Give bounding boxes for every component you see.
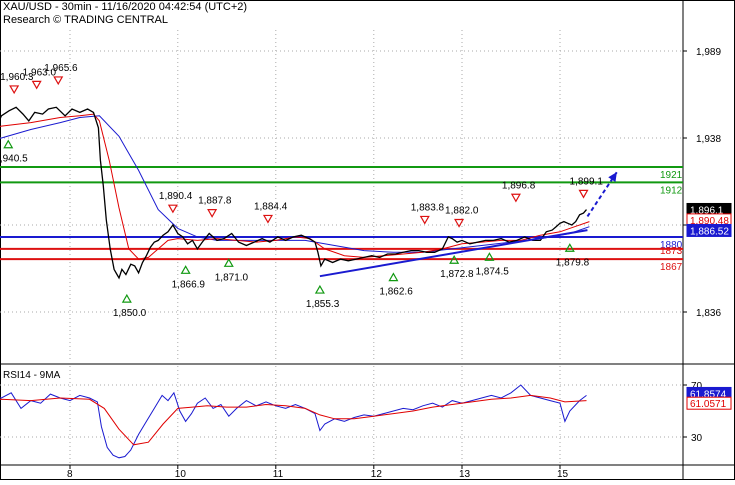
- high-marker: [419, 215, 430, 225]
- extreme-label-1,963.0: 1,963.0: [23, 67, 57, 78]
- low-marker: [314, 284, 325, 294]
- high-marker: [207, 209, 218, 218]
- price-tag-box: [686, 223, 732, 237]
- extreme-label-1,899.1: 1,899.1: [570, 176, 604, 187]
- forecast-arrow-head: [608, 172, 617, 183]
- rsi-tick-label: 70: [691, 381, 703, 392]
- x-tick-label: 8: [67, 469, 73, 480]
- x-tick-label: 10: [175, 469, 187, 480]
- x-tick-label: 15: [557, 469, 569, 480]
- low-marker: [388, 272, 399, 282]
- level-label-1921: 1921: [660, 170, 683, 181]
- extreme-label-1,872.8: 1,872.8: [440, 269, 474, 280]
- extreme-label-1,887.8: 1,887.8: [198, 196, 232, 207]
- level-label-1873: 1873: [660, 246, 683, 257]
- high-marker: [167, 204, 178, 214]
- low-marker: [180, 265, 191, 274]
- trendline: [319, 229, 588, 278]
- extreme-label-1,940.5: 1,940.5: [0, 154, 28, 165]
- low-marker: [564, 243, 575, 252]
- low-marker: [223, 258, 234, 267]
- extreme-label-1,884.4: 1,884.4: [254, 201, 288, 212]
- extreme-label-1,882.0: 1,882.0: [445, 206, 479, 217]
- extreme-label-1,896.8: 1,896.8: [502, 180, 536, 191]
- y-tick-label: 1,938: [696, 134, 721, 145]
- price-tag-rsi: 61.8574: [690, 389, 727, 400]
- rsi-tick-label: 30: [691, 433, 703, 444]
- chart-source: Research © TRADING CENTRAL: [3, 14, 168, 26]
- high-marker: [262, 214, 273, 224]
- extreme-label-1,960.3: 1,960.3: [0, 72, 34, 83]
- high-marker: [578, 189, 589, 199]
- low-marker: [484, 252, 495, 261]
- high-marker: [31, 80, 42, 90]
- x-tick-label: 12: [371, 469, 383, 480]
- low-marker: [3, 139, 14, 149]
- price-tag-rsi-ma: 61.0571: [690, 399, 727, 410]
- x-tick-label: 11: [273, 469, 284, 480]
- level-label-1880: 1880: [660, 240, 683, 251]
- extreme-label-1,866.9: 1,866.9: [172, 279, 206, 290]
- low-marker: [449, 255, 460, 264]
- high-marker: [510, 193, 521, 203]
- price-tag-box: [686, 396, 732, 410]
- extreme-label-1,862.6: 1,862.6: [379, 287, 413, 298]
- slow-ma-line: [0, 115, 590, 253]
- y-tick-label: 1,836: [696, 308, 721, 319]
- rsi-panel-title: RSI14 - 9MA: [3, 370, 61, 381]
- extreme-label-1,874.5: 1,874.5: [475, 266, 509, 277]
- fast-ma-line: [0, 113, 590, 260]
- extreme-label-1,871.0: 1,871.0: [215, 272, 249, 283]
- price-tag-fast-ma: 1,890.48: [690, 216, 729, 227]
- price-line: [0, 106, 587, 280]
- price-tag-last-price: 1,896.1: [690, 205, 724, 216]
- extreme-label-1,890.4: 1,890.4: [159, 191, 193, 202]
- high-marker: [53, 76, 64, 86]
- high-marker: [454, 218, 465, 228]
- rsi-line: [0, 384, 587, 459]
- extreme-label-1,850.0: 1,850.0: [113, 308, 147, 319]
- level-label-1912: 1912: [660, 185, 683, 196]
- extreme-label-1,879.8: 1,879.8: [556, 257, 590, 268]
- chart-title: XAU/USD - 30min - 11/16/2020 04:42:54 (U…: [3, 1, 248, 13]
- extreme-label-1,855.3: 1,855.3: [306, 299, 340, 310]
- high-marker: [9, 85, 20, 95]
- rsi-ma-line: [0, 394, 587, 446]
- price-tag-slow-ma: 1,886.52: [690, 226, 729, 237]
- low-marker: [121, 293, 132, 303]
- extreme-label-1,965.6: 1,965.6: [44, 63, 78, 74]
- extreme-label-1,883.8: 1,883.8: [411, 202, 445, 213]
- x-tick-label: 13: [459, 469, 471, 480]
- level-label-1867: 1867: [660, 262, 683, 273]
- y-tick-label: 1,989: [696, 47, 721, 58]
